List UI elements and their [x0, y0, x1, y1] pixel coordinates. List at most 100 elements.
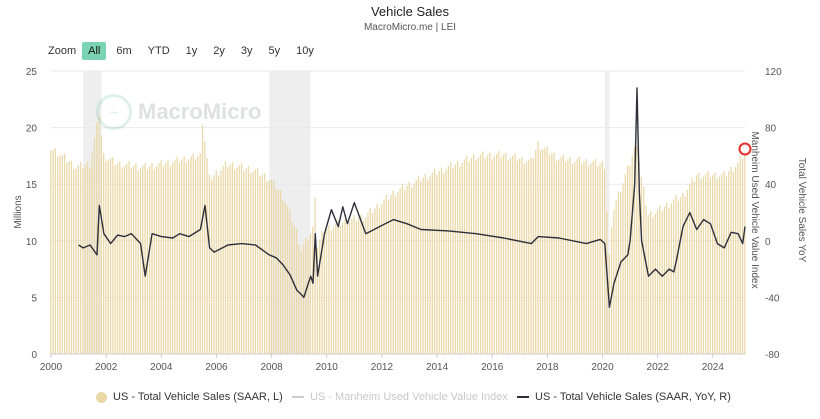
- x-tick-label: 2000: [40, 362, 63, 373]
- sales-bar: [569, 156, 571, 354]
- chart-subtitle: MacroMicro.me | LEI: [363, 22, 457, 33]
- sales-bar: [397, 192, 399, 354]
- sales-bar: [132, 165, 135, 354]
- sales-bar: [165, 162, 167, 354]
- sales-bar: [245, 168, 247, 354]
- left-tick-label: 20: [26, 124, 38, 135]
- sales-bar: [404, 189, 406, 354]
- sales-bar: [75, 168, 77, 354]
- sales-bar: [82, 168, 84, 354]
- sales-bar: [620, 192, 622, 354]
- sales-bar: [626, 165, 629, 354]
- sales-bar: [560, 157, 562, 354]
- sales-bar: [684, 196, 686, 354]
- sales-bar: [394, 196, 397, 354]
- sales-bar: [378, 208, 381, 354]
- left-tick-label: 15: [26, 180, 38, 191]
- x-tick-label: 2024: [702, 362, 725, 373]
- x-tick-label: 2002: [95, 362, 118, 373]
- sales-bar: [259, 175, 261, 354]
- sales-bar: [381, 204, 383, 354]
- zoom-button-ytd[interactable]: YTD: [147, 45, 170, 57]
- zoom-button-1y[interactable]: 1y: [185, 45, 198, 57]
- sales-bar: [663, 206, 666, 354]
- sales-bar: [130, 168, 132, 354]
- sales-bar: [316, 247, 319, 354]
- sales-bar: [399, 188, 401, 354]
- sales-bar: [325, 228, 328, 354]
- left-tick-label: 25: [26, 67, 38, 78]
- zoom-button-10y[interactable]: 10y: [296, 45, 314, 57]
- legend-item-yoy[interactable]: US - Total Vehicle Sales (SAAR, YoY, R): [517, 391, 731, 403]
- sales-bar: [234, 169, 236, 354]
- sales-bar: [661, 210, 663, 354]
- zoom-button-all[interactable]: All: [82, 42, 107, 60]
- sales-bar: [119, 161, 121, 354]
- sales-bar: [365, 217, 367, 354]
- sales-bar: [305, 237, 307, 354]
- sales-bar: [197, 156, 199, 354]
- sales-bar: [675, 195, 677, 354]
- sales-bar: [371, 212, 374, 354]
- sales-bar: [652, 217, 654, 354]
- sales-bar: [723, 171, 725, 354]
- sales-bar: [564, 161, 567, 354]
- sales-bar: [574, 161, 576, 354]
- sales-bar: [135, 163, 137, 354]
- sales-bar: [459, 166, 461, 354]
- sales-bar: [553, 152, 555, 354]
- sales-bar: [509, 157, 512, 354]
- sales-bar: [63, 153, 66, 354]
- sales-bar: [601, 161, 603, 354]
- sales-bar: [500, 157, 502, 354]
- sales-bar: [558, 159, 560, 354]
- sales-bar: [493, 156, 495, 354]
- sales-bar: [539, 150, 541, 354]
- sales-bar: [735, 167, 737, 354]
- zoom-button-2y[interactable]: 2y: [213, 45, 225, 57]
- zoom-button-6m[interactable]: 6m: [116, 45, 132, 57]
- sales-bar: [408, 181, 410, 354]
- sales-bar: [445, 169, 447, 354]
- zoom-button-5y[interactable]: 5y: [268, 45, 281, 57]
- sales-bar: [629, 165, 631, 354]
- sales-bar: [420, 181, 422, 354]
- latest-point-marker[interactable]: [738, 142, 752, 156]
- zoom-label: Zoom: [48, 45, 77, 57]
- sales-bar: [123, 166, 125, 354]
- sales-bar: [215, 170, 217, 354]
- sales-bar: [185, 162, 188, 354]
- sales-bar: [638, 161, 640, 354]
- sales-bar: [160, 159, 162, 354]
- sales-bar: [344, 219, 346, 354]
- axes: 0 5 10 15 20 25 -80 -40 0 40 80 120 2000 2002 2004 2006…: [26, 67, 782, 373]
- zoom-toolbar: Zoom All 6m YTD 1y 2y 3y 5y 10y: [48, 42, 324, 60]
- legend-item-manheim[interactable]: US - Manheim Used Vehicle Value Index: [292, 391, 508, 403]
- sales-bar: [525, 161, 528, 354]
- sales-bar: [707, 171, 709, 354]
- right-tick-label: -80: [765, 350, 780, 361]
- sales-bar: [367, 212, 369, 354]
- legend-item-sales[interactable]: US - Total Vehicle Sales (SAAR, L): [96, 391, 283, 403]
- sales-bar: [183, 156, 185, 354]
- left-tick-label: 5: [31, 293, 37, 304]
- sales-bar: [463, 159, 466, 354]
- sales-bar: [716, 179, 718, 354]
- sales-bar: [718, 176, 721, 354]
- yoy-line: [78, 87, 746, 308]
- watermark: ~ MacroMicro: [96, 94, 261, 130]
- sales-bar: [86, 161, 89, 354]
- x-tick-label: 2004: [150, 362, 173, 373]
- sales-bar: [640, 177, 643, 354]
- sales-bar: [604, 169, 606, 354]
- sales-bar: [417, 175, 420, 354]
- sales-bar: [712, 175, 714, 354]
- sales-bar: [307, 240, 309, 354]
- sales-bar: [222, 166, 224, 354]
- sales-bar: [555, 160, 558, 354]
- sales-bar: [388, 199, 390, 354]
- x-tick-label: 2016: [481, 362, 504, 373]
- zoom-button-3y[interactable]: 3y: [240, 45, 253, 57]
- sales-bar: [275, 189, 277, 354]
- sales-bar: [728, 171, 730, 354]
